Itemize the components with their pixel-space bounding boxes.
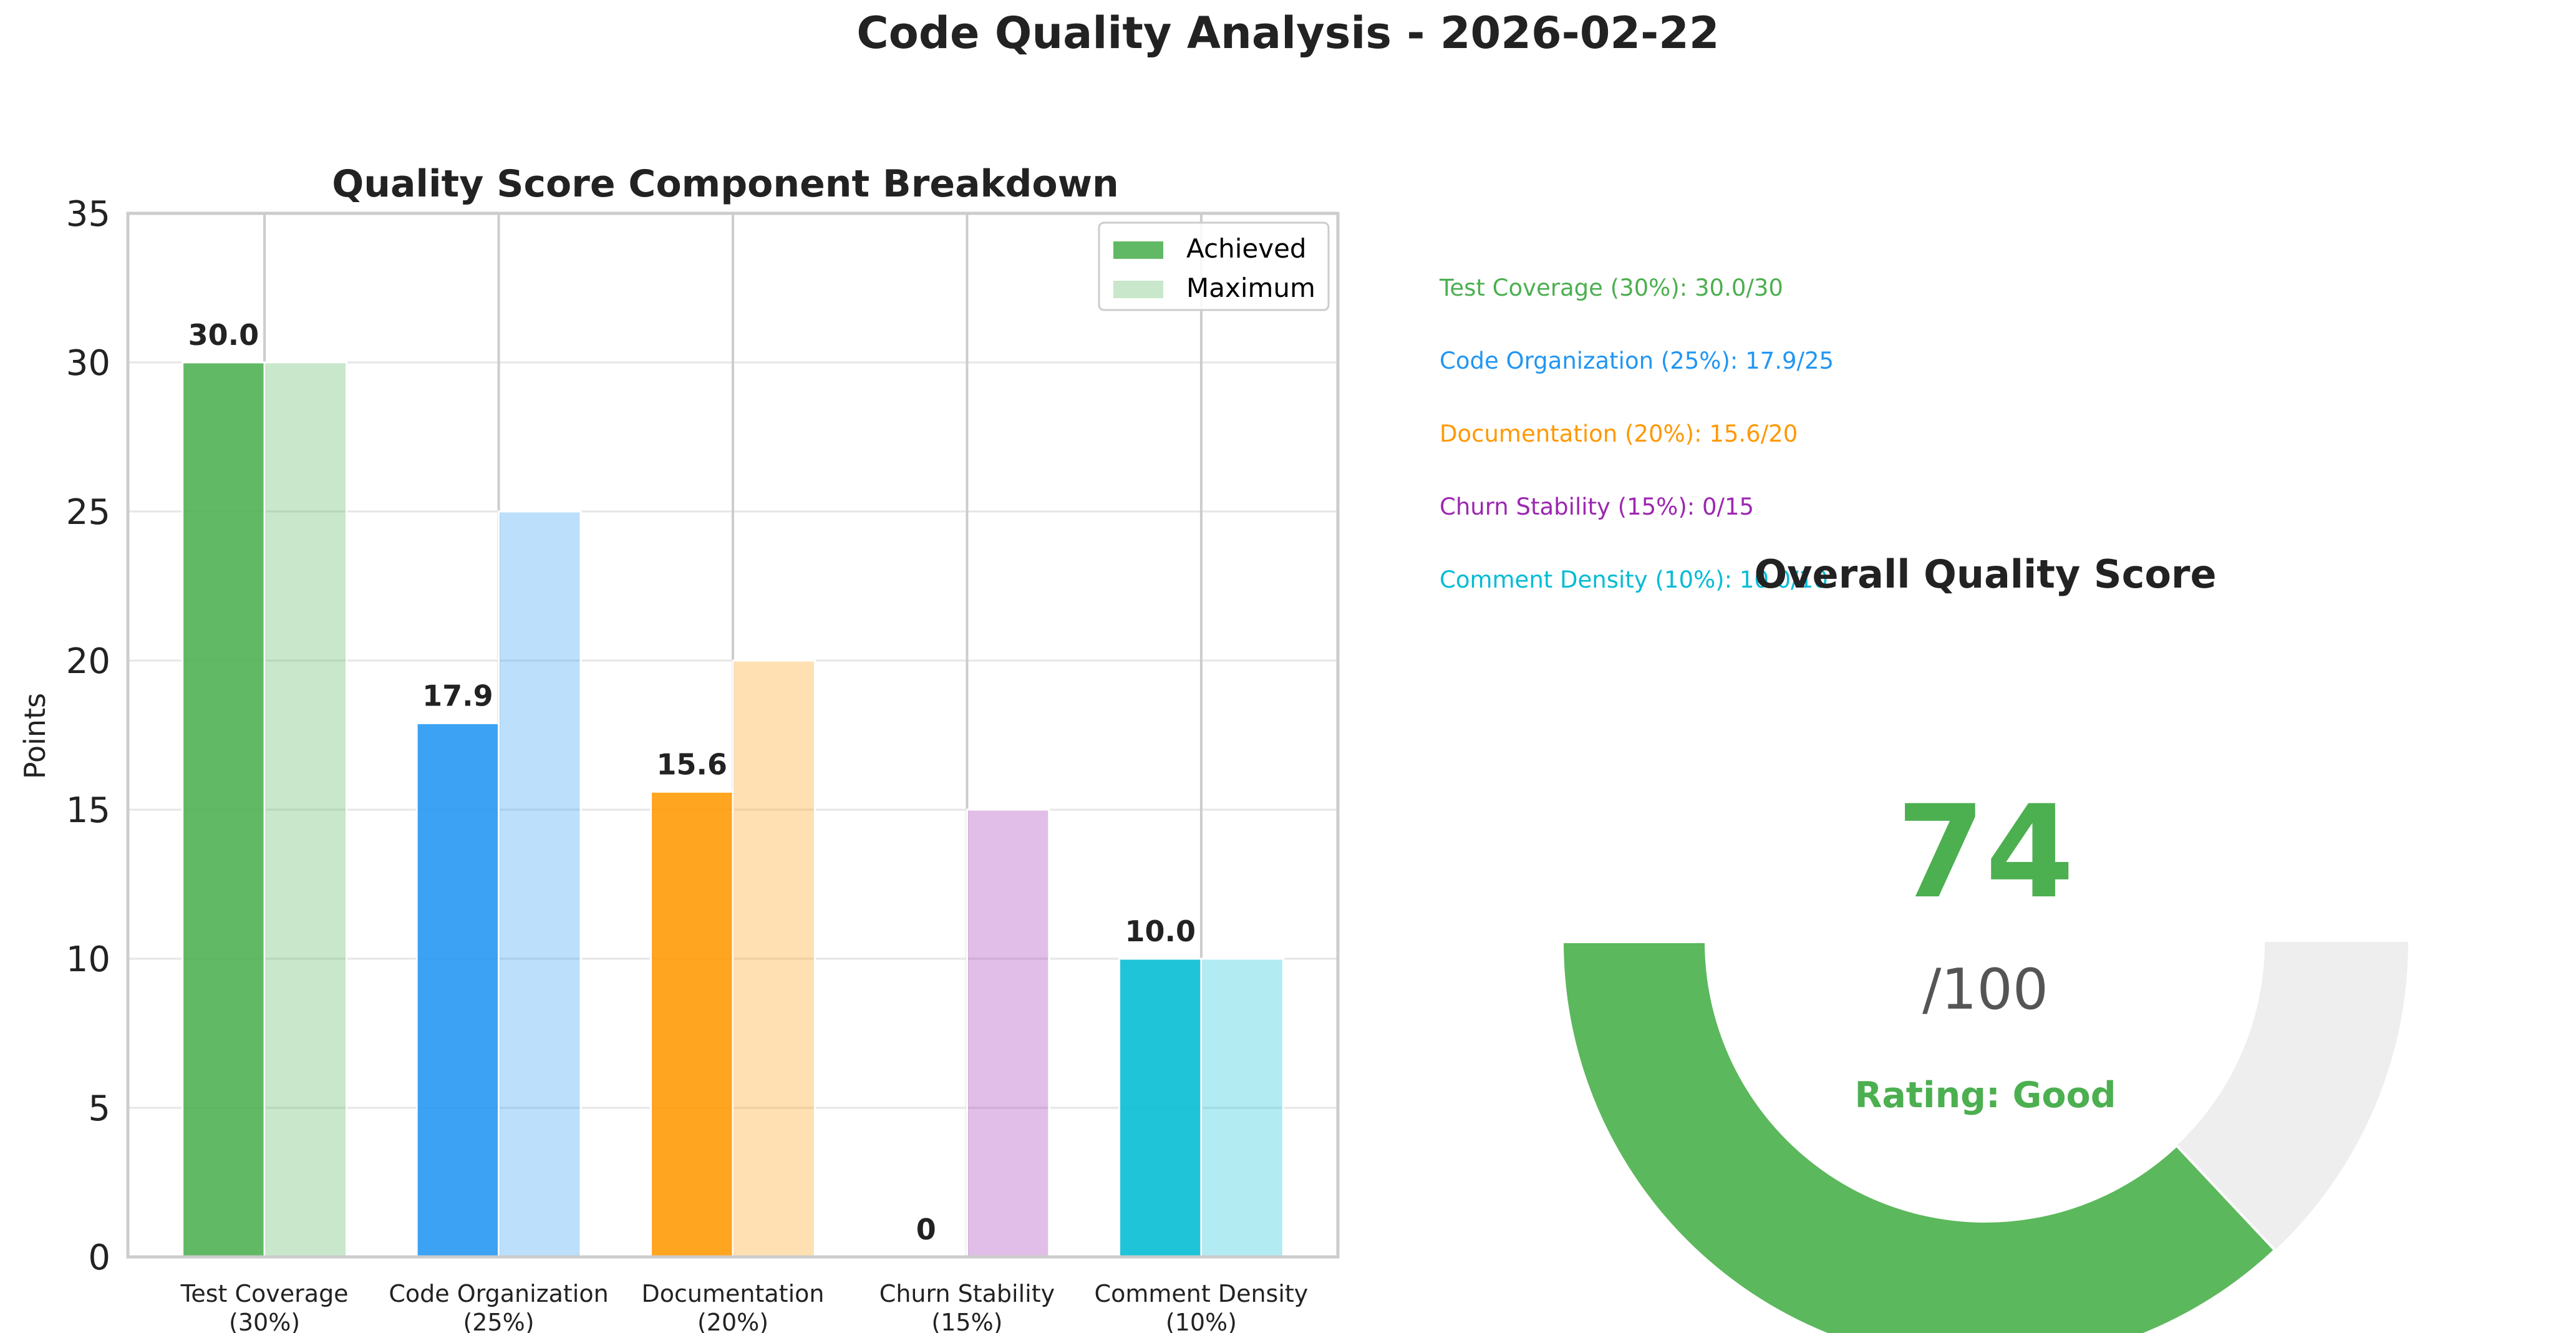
bar-achieved [650, 790, 734, 1258]
y-tick-label: 25 [66, 492, 110, 533]
bar-value-label: 15.6 [657, 747, 728, 781]
x-tick-label: Code Organization (25%) [389, 1280, 608, 1333]
y-tick-label: 20 [66, 641, 110, 682]
y-tick-label: 10 [66, 939, 110, 980]
y-tick-label: 0 [88, 1238, 110, 1278]
summary-line: Documentation (20%): 15.6/20 [1440, 420, 1798, 447]
summary-line: Comment Density (10%): 10.0/10 [1440, 566, 1828, 593]
bar-achieved [1118, 957, 1203, 1258]
x-tick-label: Churn Stability (15%) [879, 1280, 1055, 1333]
bar-maximum [732, 659, 816, 1258]
gauge-rating: Rating: Good [1854, 1075, 2116, 1116]
summary-line: Code Organization (25%): 17.9/25 [1440, 347, 1834, 374]
gauge-fill [1561, 941, 2277, 1333]
gauge-title: Overall Quality Score [1754, 551, 2216, 597]
bar-value-label: 10.0 [1125, 914, 1196, 948]
legend-swatch-achieved [1113, 241, 1163, 259]
bar-maximum [498, 510, 582, 1258]
bar-value-label: 0 [916, 1213, 936, 1246]
data-labels: 30.0 17.9 15.6 0 10.0 [188, 318, 1196, 1246]
plot-frame [126, 211, 1340, 1259]
y-tick-label: 15 [66, 790, 110, 831]
bar-maximum [263, 361, 347, 1258]
bar-chart-title: Quality Score Component Breakdown [332, 162, 1119, 206]
x-tick-label: Comment Density (10%) [1095, 1280, 1309, 1333]
bar-achieved [415, 722, 500, 1258]
y-tick-label: 30 [66, 343, 110, 384]
summary-line: Test Coverage (30%): 30.0/30 [1439, 274, 1783, 301]
component-summary: Test Coverage (30%): 30.0/30 Code Organiz… [1439, 274, 1834, 593]
gauge-score-max: /100 [1922, 957, 2048, 1022]
bar-chart-panel: Quality Score Component Breakdown Points… [18, 162, 1340, 1333]
bar-maximum [1200, 957, 1284, 1258]
x-tick-label: Documentation (20%) [642, 1280, 825, 1333]
figure-title: Code Quality Analysis - 2026-02-22 [856, 7, 1719, 59]
bar-maximum [966, 808, 1050, 1258]
x-tick-label: Test Coverage (30%) [180, 1280, 349, 1333]
bar-value-label: 30.0 [188, 318, 259, 352]
y-tick-label: 5 [88, 1088, 110, 1129]
legend-label-maximum: Maximum [1186, 273, 1315, 303]
bar-value-label: 17.9 [422, 679, 493, 712]
legend-swatch-maximum [1113, 281, 1163, 298]
axis-ticks: 0 5 10 15 20 25 30 35 Test Coverage (30%) Code Org… [66, 194, 1309, 1333]
y-tick-label: 35 [66, 194, 110, 235]
legend-label-achieved: Achieved [1186, 233, 1307, 264]
gauge-score-value: 74 [1896, 778, 2074, 927]
gauge-panel: Overall Quality Score 74 /100 Rating: Go… [1561, 551, 2408, 1333]
bar-achieved [182, 361, 266, 1258]
bars [182, 361, 1284, 1258]
summary-line: Churn Stability (15%): 0/15 [1440, 493, 1754, 520]
legend: Achieved Maximum [1098, 221, 1330, 311]
y-axis-label: Points [18, 693, 52, 779]
